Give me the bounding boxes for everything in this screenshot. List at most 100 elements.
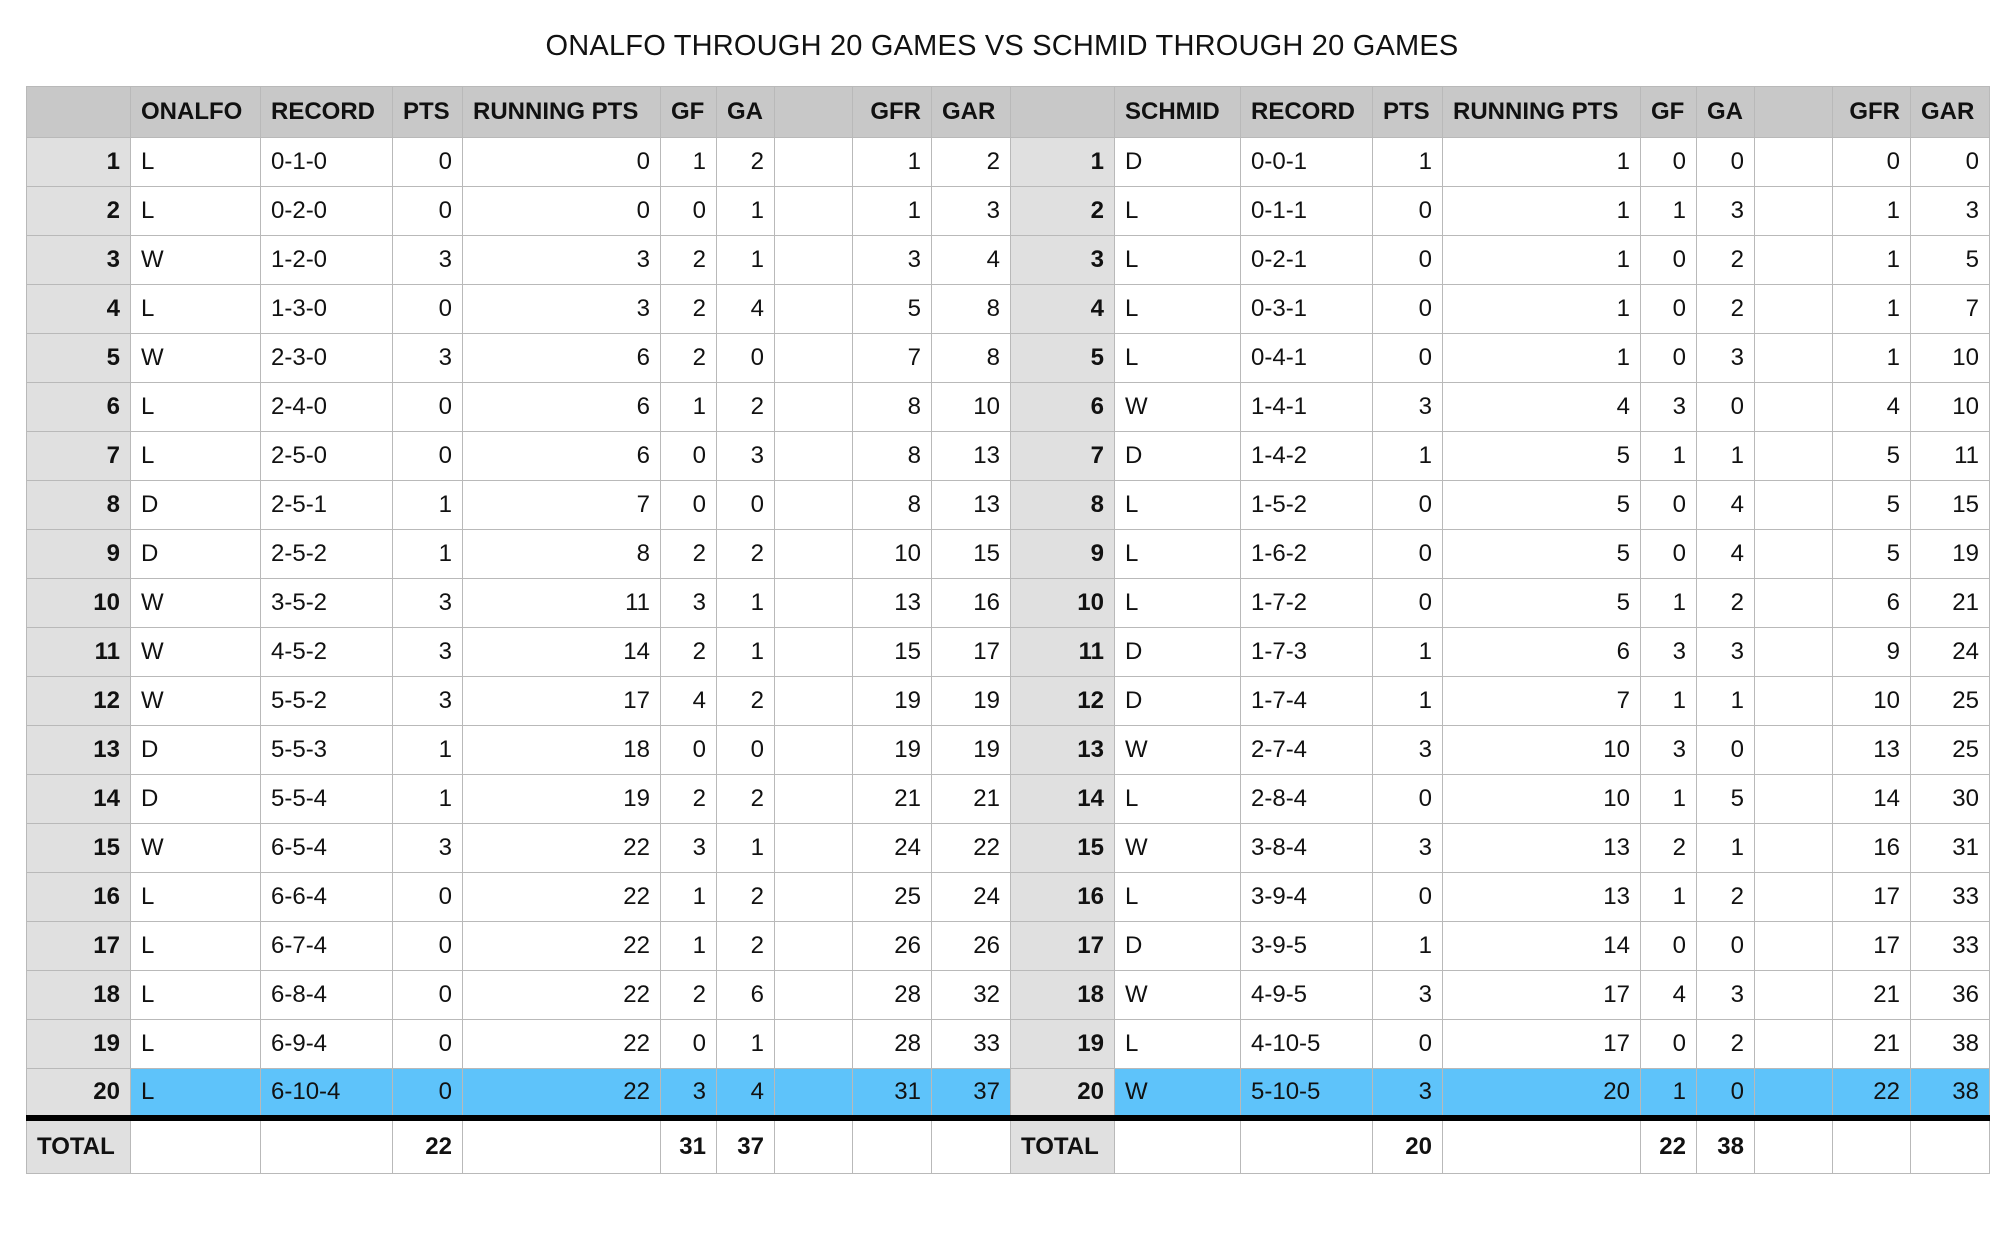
schmid-running-pts-cell: 5 [1442,529,1641,579]
total-label: TOTAL [1010,1117,1115,1174]
game-number-cell: 5 [1010,333,1115,383]
col-header-pts: PTS [392,86,463,138]
total-pts: 22 [392,1117,463,1174]
onalfo-blank-cell [774,872,853,922]
schmid-result-cell: D [1114,431,1241,481]
onalfo-ga-cell: 4 [716,284,775,334]
onalfo-result-cell: W [130,627,261,677]
onalfo-record-cell: 6-8-4 [260,970,393,1020]
onalfo-gf-cell: 4 [660,676,717,726]
game-number-cell: 17 [26,921,131,971]
onalfo-record-cell: 1-2-0 [260,235,393,285]
schmid-blank-cell [1754,382,1833,432]
schmid-gf-cell: 3 [1640,725,1697,775]
schmid-blank-cell [1754,1068,1833,1121]
schmid-gfr-cell: 17 [1832,872,1911,922]
onalfo-gar-cell: 4 [931,235,1011,285]
col-header-onalfo: ONALFO [130,86,261,138]
schmid-gar-cell: 25 [1910,676,1990,726]
schmid-gf-cell: 1 [1640,774,1697,824]
onalfo-ga-cell: 1 [716,1019,775,1069]
schmid-result-cell: L [1114,529,1241,579]
schmid-ga-cell: 2 [1696,284,1755,334]
onalfo-blank-cell [774,725,853,775]
schmid-record-cell: 2-7-4 [1240,725,1373,775]
col-header-ga: GA [716,86,775,138]
total-empty-cell [260,1117,393,1174]
onalfo-result-cell: L [130,186,261,236]
onalfo-result-cell: W [130,333,261,383]
schmid-record-cell: 1-5-2 [1240,480,1373,530]
onalfo-ga-cell: 2 [716,676,775,726]
schmid-gfr-cell: 13 [1832,725,1911,775]
onalfo-gar-cell: 13 [931,480,1011,530]
onalfo-record-cell: 0-2-0 [260,186,393,236]
schmid-ga-cell: 2 [1696,578,1755,628]
onalfo-result-cell: W [130,235,261,285]
page-title: ONALFO THROUGH 20 GAMES VS SCHMID THROUG… [545,30,1459,62]
onalfo-ga-cell: 6 [716,970,775,1020]
schmid-blank-cell [1754,235,1833,285]
onalfo-gar-cell: 26 [931,921,1011,971]
corner-cell-left [26,86,131,138]
onalfo-pts-cell: 0 [392,1019,463,1069]
schmid-running-pts-cell: 5 [1442,578,1641,628]
schmid-result-cell: W [1114,1068,1241,1121]
total-pts: 20 [1372,1117,1443,1174]
schmid-gf-cell: 2 [1640,823,1697,873]
onalfo-ga-cell: 2 [716,529,775,579]
game-number-cell: 7 [26,431,131,481]
onalfo-running-pts-cell: 11 [462,578,661,628]
onalfo-running-pts-cell: 3 [462,284,661,334]
schmid-result-cell: D [1114,676,1241,726]
onalfo-gar-cell: 37 [931,1068,1011,1121]
schmid-ga-cell: 2 [1696,1019,1755,1069]
schmid-ga-cell: 3 [1696,186,1755,236]
schmid-ga-cell: 1 [1696,431,1755,481]
schmid-gf-cell: 3 [1640,382,1697,432]
onalfo-gfr-cell: 25 [852,872,932,922]
schmid-gf-cell: 1 [1640,578,1697,628]
onalfo-result-cell: D [130,725,261,775]
table-row: 18 L 6-8-4 0 22 2 6 28 32 18 W 4-9-5 3 17 4 3 21 36 [26,970,1990,1020]
schmid-blank-cell [1754,431,1833,481]
schmid-pts-cell: 0 [1372,186,1443,236]
onalfo-gar-cell: 15 [931,529,1011,579]
game-number-cell: 3 [1010,235,1115,285]
game-number-cell: 18 [26,970,131,1020]
game-number-cell: 12 [26,676,131,726]
onalfo-result-cell: D [130,480,261,530]
onalfo-blank-cell [774,1019,853,1069]
schmid-record-cell: 2-8-4 [1240,774,1373,824]
onalfo-gf-cell: 1 [660,137,717,187]
game-number-cell: 19 [26,1019,131,1069]
onalfo-gfr-cell: 31 [852,1068,932,1121]
onalfo-record-cell: 5-5-3 [260,725,393,775]
onalfo-running-pts-cell: 22 [462,970,661,1020]
schmid-pts-cell: 3 [1372,382,1443,432]
onalfo-ga-cell: 1 [716,186,775,236]
onalfo-record-cell: 5-5-4 [260,774,393,824]
schmid-running-pts-cell: 1 [1442,284,1641,334]
onalfo-pts-cell: 3 [392,627,463,677]
schmid-record-cell: 5-10-5 [1240,1068,1373,1121]
schmid-result-cell: L [1114,872,1241,922]
schmid-gfr-cell: 1 [1832,186,1911,236]
schmid-result-cell: W [1114,970,1241,1020]
schmid-pts-cell: 1 [1372,431,1443,481]
game-number-cell: 16 [26,872,131,922]
game-number-cell: 5 [26,333,131,383]
onalfo-gar-cell: 32 [931,970,1011,1020]
onalfo-blank-cell [774,627,853,677]
onalfo-pts-cell: 0 [392,431,463,481]
onalfo-gf-cell: 0 [660,725,717,775]
game-number-cell: 4 [26,284,131,334]
schmid-record-cell: 1-7-3 [1240,627,1373,677]
game-number-cell: 11 [26,627,131,677]
schmid-result-cell: L [1114,333,1241,383]
schmid-blank-cell [1754,823,1833,873]
schmid-result-cell: W [1114,382,1241,432]
onalfo-ga-cell: 1 [716,235,775,285]
game-number-cell: 4 [1010,284,1115,334]
onalfo-record-cell: 6-5-4 [260,823,393,873]
